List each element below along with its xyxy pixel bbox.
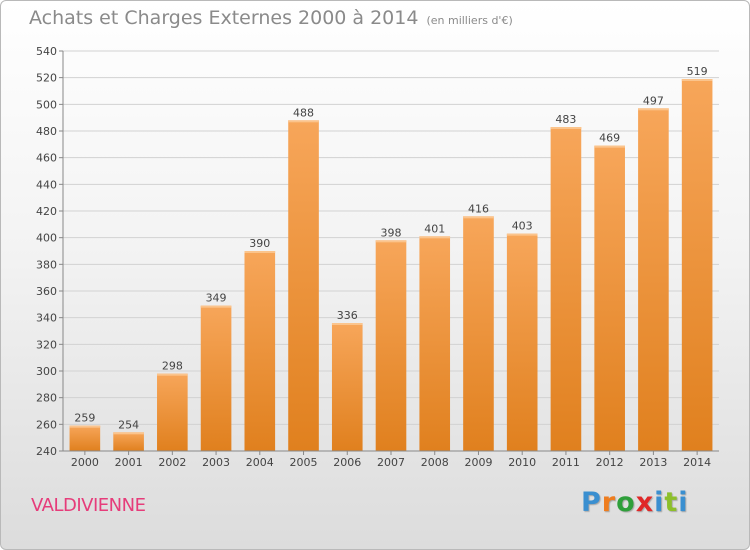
logo-letter: x bbox=[635, 487, 655, 518]
x-tick-label: 2006 bbox=[333, 456, 361, 469]
bar bbox=[594, 145, 625, 451]
bar bbox=[463, 216, 494, 451]
y-tick-label: 500 bbox=[36, 98, 57, 111]
bar-highlight bbox=[594, 145, 625, 148]
y-tick-label: 460 bbox=[36, 152, 57, 165]
data-label: 349 bbox=[206, 292, 227, 305]
y-tick-label: 320 bbox=[36, 338, 57, 351]
data-label: 416 bbox=[468, 202, 489, 215]
data-label: 336 bbox=[337, 309, 358, 322]
data-label: 254 bbox=[118, 418, 139, 431]
bar-highlight bbox=[113, 432, 144, 435]
bar-highlight bbox=[157, 373, 188, 376]
bar bbox=[331, 323, 363, 451]
bar-highlight bbox=[463, 216, 494, 219]
y-tick-label: 260 bbox=[36, 418, 57, 431]
y-tick-label: 400 bbox=[36, 232, 57, 245]
x-tick-label: 2004 bbox=[246, 456, 274, 469]
bar-highlight bbox=[419, 236, 451, 239]
data-label: 483 bbox=[555, 113, 576, 126]
bar-highlight bbox=[375, 240, 407, 243]
data-label: 298 bbox=[162, 360, 183, 373]
data-label: 488 bbox=[293, 106, 314, 119]
bar-highlight bbox=[244, 251, 276, 253]
x-tick-label: 2013 bbox=[639, 456, 667, 469]
bar bbox=[157, 373, 188, 451]
data-label: 519 bbox=[687, 65, 708, 78]
chart-subtitle: (en milliers d'€) bbox=[426, 14, 513, 27]
chart-title-text: Achats et Charges Externes 2000 à 2014 bbox=[29, 7, 419, 29]
x-tick-label: 2012 bbox=[596, 456, 624, 469]
bar-highlight bbox=[331, 323, 363, 325]
commune-name: VALDIVIENNE bbox=[31, 495, 146, 516]
data-label: 403 bbox=[512, 220, 533, 233]
logo-letter: t bbox=[664, 487, 679, 518]
data-label: 398 bbox=[381, 226, 402, 239]
y-tick-label: 480 bbox=[36, 125, 57, 138]
y-tick-label: 440 bbox=[36, 178, 57, 191]
bar-highlight bbox=[681, 79, 713, 81]
y-tick-label: 520 bbox=[36, 72, 57, 85]
bar bbox=[419, 236, 451, 451]
data-label: 401 bbox=[424, 222, 445, 235]
x-tick-label: 2007 bbox=[377, 456, 405, 469]
x-tick-label: 2014 bbox=[683, 456, 711, 469]
data-label: 497 bbox=[643, 94, 664, 107]
chart-title: Achats et Charges Externes 2000 à 2014 (e… bbox=[29, 7, 513, 29]
x-tick-label: 2002 bbox=[158, 456, 186, 469]
x-tick-label: 2001 bbox=[115, 456, 143, 469]
bar bbox=[288, 120, 319, 451]
x-tick-label: 2008 bbox=[421, 456, 449, 469]
bar-highlight bbox=[200, 305, 232, 308]
y-tick-label: 420 bbox=[36, 205, 57, 218]
logo-letter: o bbox=[616, 487, 636, 518]
bar bbox=[69, 425, 101, 451]
proxiti-logo[interactable]: Proxiti bbox=[581, 487, 689, 518]
bar bbox=[244, 251, 276, 451]
y-tick-label: 300 bbox=[36, 365, 57, 378]
logo-letter: i bbox=[654, 487, 665, 518]
x-tick-label: 2011 bbox=[552, 456, 580, 469]
logo-letter: P bbox=[581, 487, 602, 518]
x-tick-label: 2003 bbox=[202, 456, 230, 469]
bar bbox=[638, 108, 669, 451]
x-tick-label: 2010 bbox=[508, 456, 536, 469]
data-label: 259 bbox=[74, 412, 95, 425]
logo-letter: r bbox=[601, 487, 617, 518]
y-tick-label: 240 bbox=[36, 445, 57, 458]
data-labels: 259 254 298 349 390 488 336 398 401 416 403 483 469 4… bbox=[74, 65, 707, 431]
x-tick-label: 2009 bbox=[464, 456, 492, 469]
y-tick-label: 380 bbox=[36, 258, 57, 271]
y-tick-label: 360 bbox=[36, 285, 57, 298]
bar bbox=[375, 240, 407, 451]
bar bbox=[200, 305, 232, 451]
y-tick-label: 540 bbox=[36, 45, 57, 58]
data-label: 390 bbox=[249, 237, 270, 250]
data-label: 469 bbox=[599, 132, 620, 145]
bar-highlight bbox=[550, 127, 582, 129]
axes: 240 260 280 300 320 340 360 380 400 420 440 460 480 5… bbox=[36, 45, 719, 469]
bar bbox=[681, 79, 713, 451]
bar-highlight bbox=[506, 233, 538, 236]
x-tick-label: 2005 bbox=[290, 456, 318, 469]
bar bbox=[113, 432, 144, 451]
bars bbox=[69, 79, 713, 451]
bar-highlight bbox=[288, 120, 319, 123]
bar bbox=[550, 127, 582, 451]
bar bbox=[506, 233, 538, 451]
logo-letter: i bbox=[678, 487, 689, 518]
y-tick-label: 280 bbox=[36, 392, 57, 405]
bar-highlight bbox=[69, 425, 101, 428]
bar-highlight bbox=[638, 108, 669, 111]
y-tick-label: 340 bbox=[36, 312, 57, 325]
x-tick-label: 2000 bbox=[71, 456, 99, 469]
